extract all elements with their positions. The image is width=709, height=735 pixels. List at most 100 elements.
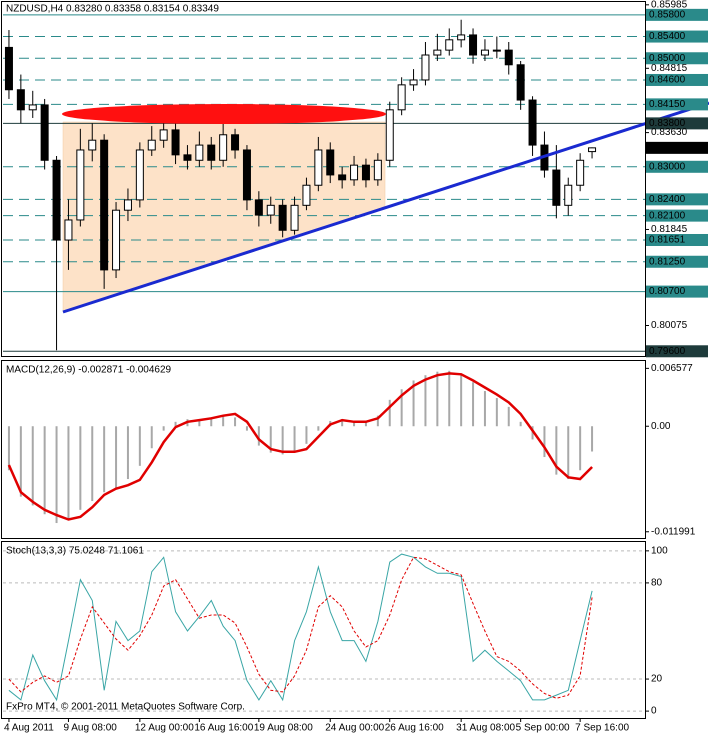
level-label: 0.84150 [649,99,686,110]
candle-body [266,204,275,216]
trend-line [62,101,709,314]
level-label: 0.83000 [649,161,686,172]
macd-bar [31,426,34,506]
last-price-label: 0.83349 [649,142,686,153]
macd-bar [436,371,439,427]
candle-body [350,164,359,181]
y-tick-label: 80 [651,578,663,589]
macd-bar [103,426,106,493]
candle-body [314,149,323,186]
macd-bar [591,426,594,452]
level-label: 0.82100 [649,210,686,221]
candle-body [254,199,263,216]
candle-body [326,149,335,176]
y-tick-label: 0.81845 [651,224,688,235]
candle-body [480,49,489,56]
macd-bar [150,426,153,449]
x-tick-label: 4 Aug 2011 [4,723,54,734]
last-price-box [646,141,708,154]
y-tick-label: -0.011991 [651,526,696,537]
candle-body [40,104,49,161]
level-label-box [646,30,708,43]
macd-bar [19,426,22,497]
macd-bar [317,426,320,431]
macd-bar [222,415,225,427]
candle-body [516,64,525,101]
candle-body [159,129,168,141]
level-label: 0.85400 [649,31,686,42]
level-label-box [646,117,708,130]
candle-body [528,99,537,146]
stoch-title: Stoch(13,3,3) 75.0248 71.1061 [6,546,144,557]
y-tick-label: 100 [651,545,668,556]
candle-body [373,159,382,181]
macd-title: MACD(12,26,9) -0.002871 -0.004629 [6,365,172,376]
candle-body [171,129,180,156]
candle-body [278,204,287,231]
candle-body [504,49,513,66]
candle-body [492,49,501,52]
x-tick-label: 12 Aug 00:00 [135,723,194,734]
candle-body [52,159,61,241]
level-label-box [646,345,708,358]
macd-bar [234,417,237,427]
level-label-box [646,98,708,111]
candle-body [242,149,251,201]
y-tick-label: 0.85985 [651,0,688,10]
candle-body [469,34,478,56]
x-tick-label: 7 Sep 16:00 [575,723,629,734]
candle-body [123,199,132,211]
level-label: 0.85000 [649,53,686,64]
macd-bar [543,426,546,458]
macd-bar [376,415,379,427]
candle-body [445,39,454,51]
candle-body [100,139,109,271]
y-tick-label: 0.80075 [651,320,688,331]
macd-bar [67,426,70,519]
drawings-front [62,101,709,314]
macd-bar [210,417,213,427]
candle-body [588,147,597,153]
macd-bar [555,426,558,475]
footer: FxPro MT4, © 2001-2011 MetaQuotes Softwa… [6,702,245,713]
level-label-box [646,193,708,206]
level-label: 0.84600 [649,75,686,86]
candle-body [207,144,216,161]
macd-bar [162,426,165,431]
macd-bar [138,426,141,466]
candle-body [16,89,25,111]
macd-bar [412,380,415,427]
stoch-pane-frame [1,541,646,719]
stoch-line [8,556,593,699]
candle-body [147,139,156,151]
main-title: NZDUSD,H4 0.83280 0.83358 0.83154 0.8334… [6,4,219,15]
macd-bar [55,426,58,524]
ellipse-zone [62,104,386,124]
y-tick-label: 0.00 [651,421,671,432]
candle-body [88,139,97,151]
level-label: 0.80700 [649,286,686,297]
macd-bar [293,426,296,451]
x-tick-label: 26 Aug 16:00 [385,723,444,734]
macd-bar [400,389,403,427]
macd-pane-frame [1,360,646,539]
level-label: 0.79600 [649,346,686,357]
x-tick-label: 19 Aug 08:00 [254,723,313,734]
candle-body [361,164,370,181]
x-tick-label: 16 Aug 16:00 [194,723,253,734]
macd-bar [115,426,118,488]
level-label-box [646,160,708,173]
macd-bar [341,419,344,427]
macd-bar [305,426,308,444]
candle-body [564,184,573,206]
candle-body [183,154,192,161]
macd-bar [257,426,260,446]
candle-body [421,54,430,81]
macd-bar [364,420,367,427]
candle-body [397,84,406,111]
level-label-box [646,233,708,246]
candle-body [135,149,144,201]
main-pane-frame [1,1,646,357]
candle-body [385,109,394,161]
